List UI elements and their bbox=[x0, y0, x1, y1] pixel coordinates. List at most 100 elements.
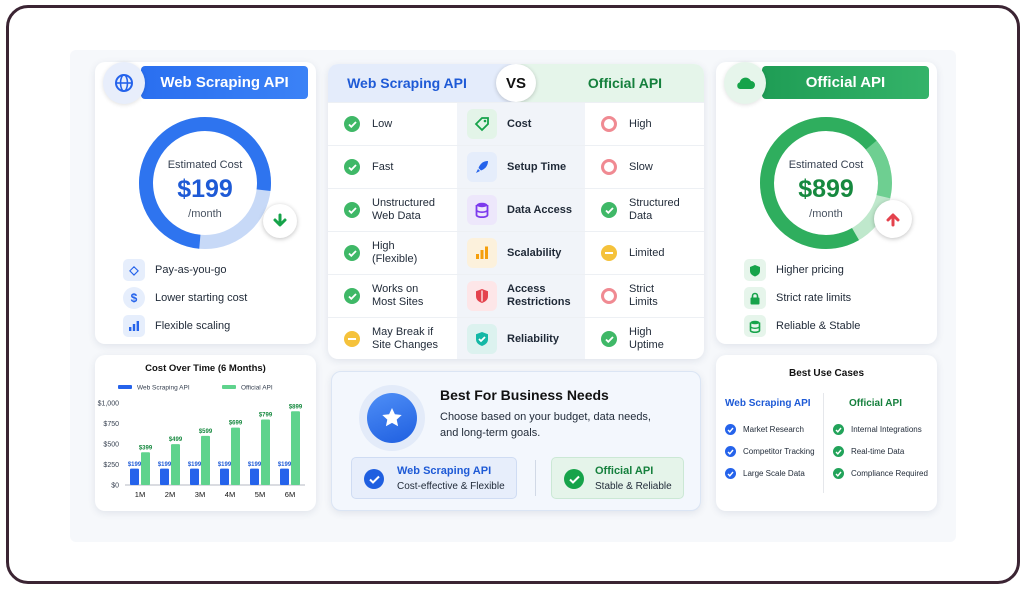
category-label: Scalability bbox=[507, 246, 562, 259]
feature-label: Reliable & Stable bbox=[776, 320, 861, 332]
bar-value-label: $499 bbox=[169, 437, 183, 443]
comparison-row: Fast Setup Time Slow bbox=[328, 145, 704, 187]
comparison-left-header: Web Scraping API bbox=[328, 64, 516, 102]
bar-web-scraping bbox=[130, 468, 139, 485]
cloud-icon bbox=[724, 62, 766, 104]
bar-official-api bbox=[141, 452, 150, 485]
left-value-text: High (Flexible) bbox=[372, 240, 418, 265]
category-label: Data Access bbox=[507, 203, 573, 216]
feature-pay-as-you-go: ◇ Pay-as-you-go bbox=[123, 259, 227, 281]
legend-swatch bbox=[222, 385, 236, 389]
right-value: Slow bbox=[601, 146, 653, 188]
use-case-label: Market Research bbox=[743, 425, 804, 434]
shield-icon bbox=[467, 281, 497, 311]
cost-period: /month bbox=[188, 208, 222, 220]
y-tick-label: $0 bbox=[111, 483, 119, 490]
left-value: Fast bbox=[344, 146, 393, 188]
option-subtitle: Cost-effective & Flexible bbox=[397, 481, 505, 492]
y-tick-label: $500 bbox=[103, 442, 119, 449]
use-case-label: Real-time Data bbox=[851, 447, 905, 456]
check-icon bbox=[601, 202, 617, 218]
lock-icon bbox=[744, 287, 766, 309]
official-api-title: Official API bbox=[805, 74, 886, 91]
cost-period: /month bbox=[809, 208, 843, 220]
feature-label: Higher pricing bbox=[776, 264, 844, 276]
shield-icon bbox=[744, 259, 766, 281]
warning-ring-icon bbox=[601, 288, 617, 304]
right-value-text: Strict Limits bbox=[629, 283, 658, 308]
right-value: Structured Data bbox=[601, 189, 680, 231]
official-api-title-bar: Official API bbox=[762, 66, 929, 99]
right-value: High Uptime bbox=[601, 318, 664, 359]
use-cases-title: Best Use Cases bbox=[788, 368, 865, 379]
web-scraping-cost: Estimated Cost $199 /month bbox=[145, 159, 265, 220]
feature-flexible-scaling: Flexible scaling bbox=[123, 315, 230, 337]
bar-value-label: $199 bbox=[188, 462, 202, 468]
category: Cost bbox=[467, 103, 531, 145]
shield-check-icon bbox=[467, 324, 497, 354]
arrow-down-icon bbox=[263, 204, 297, 238]
tag-icon bbox=[467, 109, 497, 139]
feature-strict-rate-limits: Strict rate limits bbox=[744, 287, 851, 309]
left-value-text: Unstructured Web Data bbox=[372, 197, 435, 222]
y-tick-label: $1,000 bbox=[98, 401, 120, 408]
chart-title: Cost Over Time (6 Months) bbox=[145, 363, 266, 374]
bar-web-scraping bbox=[160, 468, 169, 485]
official-api-card: Official API Estimated Cost $899 /month … bbox=[716, 62, 937, 344]
comparison-row: High (Flexible) Scalability Limited bbox=[328, 231, 704, 273]
comparison-row: Unstructured Web Data Data Access Structur… bbox=[328, 188, 704, 230]
use-case-item: Real-time Data bbox=[833, 446, 904, 457]
category-label: Cost bbox=[507, 117, 532, 130]
legend-label: Official API bbox=[241, 385, 273, 392]
option-subtitle: Stable & Reliable bbox=[595, 481, 672, 492]
check-icon bbox=[344, 202, 360, 218]
use-case-label: Internal Integrations bbox=[851, 425, 922, 434]
use-case-item: Internal Integrations bbox=[833, 424, 922, 435]
category: Data Access bbox=[467, 189, 572, 231]
right-value: Strict Limits bbox=[601, 275, 658, 317]
option-title: Web Scraping API bbox=[397, 465, 492, 477]
check-icon bbox=[725, 468, 736, 479]
category-label: Access Restrictions bbox=[507, 283, 571, 308]
check-circle-icon bbox=[564, 469, 584, 489]
use-case-item: Compliance Required bbox=[833, 468, 928, 479]
use-case-item: Market Research bbox=[725, 424, 804, 435]
bar-value-label: $199 bbox=[218, 462, 232, 468]
bar-value-label: $899 bbox=[289, 404, 303, 410]
category: Reliability bbox=[467, 318, 559, 359]
bar-value-label: $199 bbox=[128, 462, 142, 468]
check-icon bbox=[833, 424, 844, 435]
feature-label: Strict rate limits bbox=[776, 292, 852, 304]
use-case-label: Compliance Required bbox=[851, 469, 928, 478]
use-case-item: Large Scale Data bbox=[725, 468, 805, 479]
feature-label: Lower starting cost bbox=[155, 292, 248, 304]
use-cases-left-title: Web Scraping API bbox=[725, 398, 811, 409]
star-badge bbox=[359, 385, 425, 451]
official-api-donut bbox=[760, 117, 893, 249]
option-title: Official API bbox=[595, 465, 654, 477]
category: Access Restrictions bbox=[467, 275, 571, 317]
feature-reliable-stable: Reliable & Stable bbox=[744, 315, 860, 337]
feature-lower-cost: $ Lower starting cost bbox=[123, 287, 247, 309]
left-value-text: Works on Most Sites bbox=[372, 283, 424, 308]
right-value: Limited bbox=[601, 232, 664, 274]
bar-value-label: $199 bbox=[278, 462, 292, 468]
cost-label: Estimated Cost bbox=[788, 159, 864, 171]
bar-value-label: $599 bbox=[199, 429, 213, 435]
x-tick-label: 4M bbox=[225, 490, 235, 499]
divider bbox=[535, 460, 536, 496]
warning-ring-icon bbox=[601, 159, 617, 175]
vs-text: VS bbox=[505, 74, 526, 92]
check-icon bbox=[833, 446, 844, 457]
option-web-scraping: Web Scraping API Cost-effective & Flexib… bbox=[351, 457, 517, 499]
right-value-text: Limited bbox=[629, 246, 665, 259]
bar-web-scraping bbox=[250, 468, 259, 485]
comparison-right-header: Official API bbox=[516, 64, 704, 102]
check-icon bbox=[344, 116, 360, 132]
web-scraping-title-bar: Web Scraping API bbox=[141, 66, 308, 99]
x-tick-label: 3M bbox=[195, 490, 205, 499]
arrow-up-icon bbox=[874, 200, 912, 238]
left-value-text: Fast bbox=[372, 160, 394, 173]
category-label: Reliability bbox=[507, 332, 559, 345]
cost-value: $899 bbox=[798, 175, 854, 203]
